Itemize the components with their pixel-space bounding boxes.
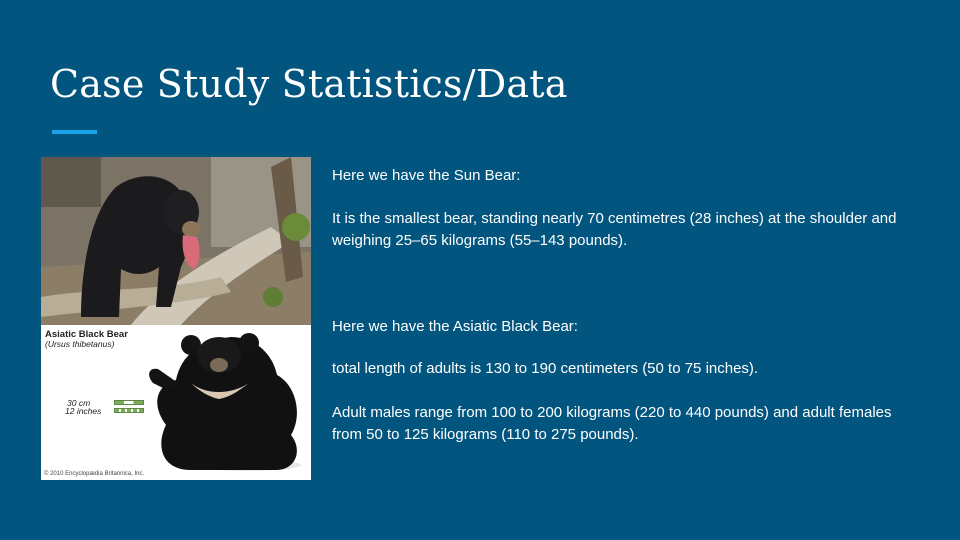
scale-label-cm: 30 cm: [67, 398, 91, 408]
sun-bear-heading: Here we have the Sun Bear:: [332, 167, 521, 184]
image-caption-scientific-name: (Ursus thibetanus): [45, 339, 115, 349]
asiatic-bear-length: total length of adults is 130 to 190 cen…: [332, 360, 759, 377]
slide-title: Case Study Statistics/Data: [50, 62, 568, 106]
scale-label-inches: 12 inches: [65, 406, 102, 416]
image-copyright: © 2010 Encyclopædia Britannica, Inc.: [44, 471, 145, 477]
title-accent-line: [52, 130, 97, 134]
scale-bar-cm: [114, 400, 144, 405]
asiatic-black-bear-image: Asiatic Black Bear (Ursus thibetanus) 30…: [41, 325, 311, 480]
sun-bear-description: It is the smallest bear, standing nearly…: [332, 210, 897, 249]
scale-bar-inches: [114, 408, 144, 413]
asiatic-bear-illustration: [149, 333, 301, 471]
image-caption-title: Asiatic Black Bear: [45, 329, 128, 340]
sun-bear-photo: [41, 157, 311, 325]
asiatic-bear-heading: Here we have the Asiatic Black Bear:: [332, 318, 578, 335]
sun-bear-illustration: [41, 157, 311, 325]
asiatic-bear-weight: Adult males range from 100 to 200 kilogr…: [332, 404, 892, 443]
